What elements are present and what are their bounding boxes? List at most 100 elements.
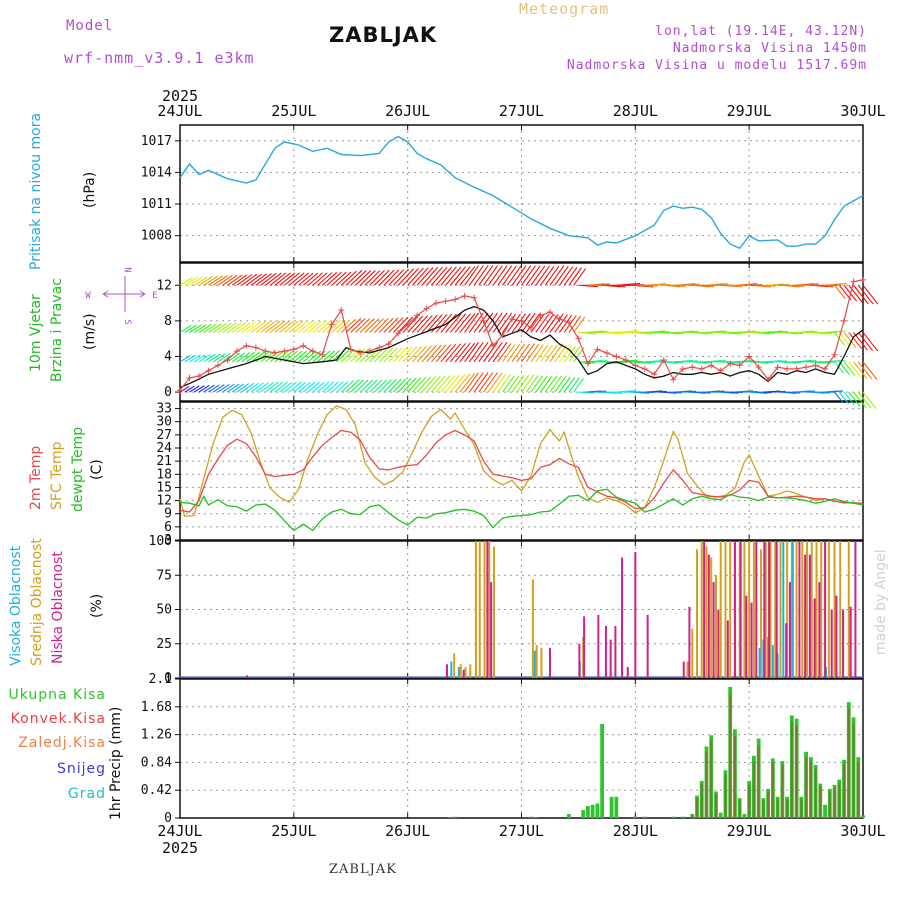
wind-arrow	[336, 271, 352, 286]
wind-arrow	[834, 391, 844, 403]
wind-gust-marker	[584, 360, 591, 367]
wind-arrow	[568, 346, 581, 363]
temperature-ytick-label: 30	[156, 415, 172, 430]
wind-arrow	[260, 320, 276, 333]
x-bottom-tick-label: 29JUL	[727, 822, 772, 840]
wind-arrow	[492, 265, 508, 286]
wind-arrow	[426, 376, 441, 393]
wind-arrow	[473, 341, 489, 363]
wind-arrow	[383, 378, 397, 393]
wind-arrow	[568, 315, 582, 333]
wind-gust-marker	[613, 353, 620, 360]
wind-arrow	[212, 384, 225, 393]
pressure-ytick-label: 1014	[141, 165, 172, 180]
wind-gust-marker	[300, 342, 307, 349]
wind-arrow	[293, 320, 309, 333]
wind-arrow	[274, 381, 288, 393]
wind-gust-marker	[433, 300, 440, 307]
wind-arrow	[525, 313, 541, 333]
temp2m-line	[179, 429, 863, 513]
wind-gust-marker	[252, 344, 259, 351]
wind-arrow	[255, 382, 269, 393]
wind-arrow	[326, 271, 342, 286]
wind-arrow	[843, 361, 856, 377]
wind-arrow	[198, 353, 211, 363]
wind-arrow	[848, 391, 861, 407]
wind-arrow	[246, 321, 261, 333]
wind-arrow	[222, 322, 237, 333]
wind-arrow	[649, 390, 663, 393]
total-precip-bar	[861, 815, 865, 818]
wind-gust-marker	[366, 348, 373, 355]
pressure-line	[179, 135, 864, 250]
wind-arrow	[445, 374, 461, 393]
wind-gust-marker	[195, 373, 202, 380]
total-precip-bar	[595, 803, 600, 818]
wind-arrow	[217, 383, 230, 393]
wind-ytick-label: 0	[164, 385, 172, 400]
wind-arrow	[388, 317, 404, 333]
model-elevation-label: Nadmorska Visina u modelu 1517.69m	[566, 58, 867, 73]
wind-gust-marker	[281, 348, 288, 355]
wind-arrow	[179, 277, 193, 286]
wind-arrow	[739, 330, 756, 333]
wind-arrow	[511, 265, 527, 286]
wind-arrow	[246, 351, 260, 363]
wind-arrow	[535, 314, 550, 333]
wind-gust-marker	[243, 342, 250, 349]
compass-north: N	[122, 267, 132, 272]
wind-gust-marker	[717, 367, 724, 374]
wind-arrow	[454, 342, 471, 363]
wind-arrow	[649, 283, 667, 286]
wind-arrow	[862, 391, 877, 410]
compass-rose	[102, 276, 146, 312]
wind-arrow	[449, 374, 466, 393]
wind-arrow	[345, 269, 363, 286]
wind-arrow	[208, 275, 223, 286]
compass-east: E	[152, 291, 157, 301]
wind-arrow	[592, 390, 607, 393]
wind-arrow	[768, 283, 784, 286]
wind-arrow	[208, 384, 220, 393]
wind-arrow	[549, 375, 563, 393]
wind-arrow	[388, 378, 402, 393]
wind-arrow	[274, 272, 291, 286]
wind-arrow	[521, 343, 536, 363]
wind-arrow	[364, 379, 378, 393]
wind-arrow	[506, 265, 522, 286]
wind-arrow	[801, 360, 817, 363]
wind-arrow	[255, 273, 272, 286]
wind-arrow	[288, 350, 303, 363]
wind-arrow	[853, 361, 868, 379]
wind-arrow	[492, 341, 508, 363]
convective-precip-bar	[857, 762, 860, 818]
wind-arrow	[198, 384, 210, 393]
wind-gust-marker	[471, 294, 478, 301]
wind-arrow	[563, 267, 578, 286]
wind-gust-marker	[860, 276, 866, 283]
wind-arrow	[317, 350, 331, 363]
wind-arrow	[350, 379, 364, 393]
wind-arrow	[412, 315, 428, 333]
wind-gust-marker	[831, 351, 838, 358]
wind-gust-marker	[556, 316, 563, 323]
wind-arrow	[497, 312, 513, 333]
wind-arrow	[435, 375, 451, 393]
convective-precip-bar	[795, 725, 798, 818]
wind-arrow	[302, 350, 317, 363]
wind-arrow	[635, 361, 651, 364]
wind-arrow	[753, 391, 768, 394]
temperature-frame	[179, 401, 864, 541]
wind-gust-marker	[186, 374, 193, 381]
wind-arrow	[516, 374, 530, 393]
wind-arrow	[554, 375, 567, 393]
wind-arrow	[241, 382, 255, 393]
wind-ytick-label: 12	[156, 278, 172, 293]
wind-arrow	[544, 313, 559, 333]
wind-arrow	[350, 348, 365, 363]
wind-arrow	[435, 344, 452, 363]
wind-arrow	[345, 379, 360, 393]
wind-arrow	[558, 376, 571, 393]
wind-arrow	[511, 343, 526, 363]
wind-arrow	[217, 352, 231, 363]
